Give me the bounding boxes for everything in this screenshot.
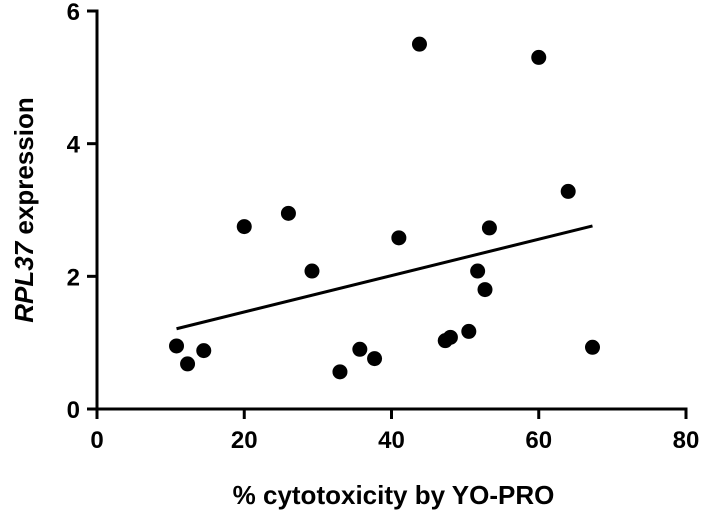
data-point-6 [304,263,320,279]
data-point-16 [477,282,493,298]
y-tick-label-6: 6 [67,0,80,26]
y-axis-title-rest: expression [9,97,39,242]
x-tick-label-60: 60 [525,427,552,454]
data-point-3 [196,343,212,359]
y-tick-label-0: 0 [67,397,80,424]
data-point-14 [461,323,477,339]
regression-line [176,224,593,331]
data-point-5 [280,205,296,221]
y-tick-label-2: 2 [67,264,80,291]
y-axis-title: RPL37 expression [9,97,39,322]
trendline-group [176,224,593,331]
data-points [169,36,600,380]
data-point-10 [391,230,407,246]
x-tick-label-0: 0 [90,427,103,454]
data-point-2 [180,356,196,372]
y-tick-label-4: 4 [67,132,81,159]
data-point-1 [169,338,185,354]
y-axis-title-gene: RPL37 [9,240,39,322]
x-tick-label-40: 40 [378,427,405,454]
x-tick-label-20: 20 [231,427,258,454]
data-point-20 [584,339,600,355]
x-axis-title: % cytotoxicity by YO-PRO [233,480,555,510]
data-point-11 [411,36,427,52]
data-point-18 [531,49,547,65]
data-point-8 [352,341,368,357]
data-point-4 [236,219,252,235]
axis-ticks: 0 20 40 60 80 0 2 4 6 [67,0,700,454]
data-point-15 [470,263,486,279]
data-point-9 [367,351,383,367]
x-tick-label-80: 80 [673,427,700,454]
data-point-7 [332,364,348,380]
data-point-13 [442,329,458,345]
data-point-19 [560,183,576,199]
data-point-17 [481,220,497,236]
